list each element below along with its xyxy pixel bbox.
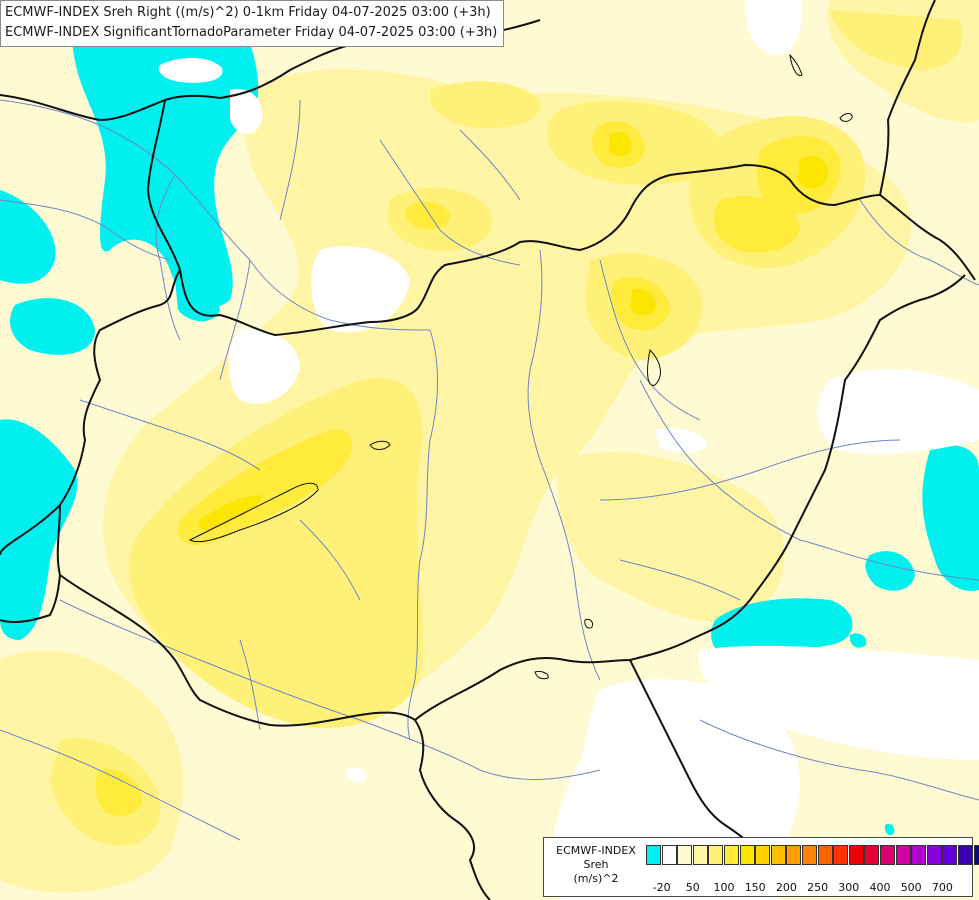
legend-tick-label: 100 (713, 881, 735, 894)
legend-swatch (677, 845, 693, 865)
title-stp: ECMWF-INDEX SignificantTornadoParameter … (5, 25, 498, 40)
legend-tick-label: 150 (744, 881, 766, 894)
legend-tick-label: -20 (652, 881, 671, 894)
legend-unit: (m/s)^2 (573, 872, 619, 885)
legend-caption: ECMWF-INDEX Sreh (m/s)^2 (548, 844, 644, 886)
legend-tick-label: 500 (900, 881, 922, 894)
color-legend: ECMWF-INDEX Sreh (m/s)^2 -20 50 100 150 200 2… (543, 837, 979, 897)
legend-swatch (661, 845, 677, 865)
legend-swatch (864, 845, 880, 865)
lakes (188, 53, 853, 680)
legend-tick-label: 400 (869, 881, 891, 894)
legend-tick-label: 700 (931, 881, 953, 894)
legend-swatch (786, 845, 802, 865)
legend-swatch (942, 845, 958, 865)
rivers (0, 99, 979, 841)
legend-tick-label: 250 (807, 881, 829, 894)
legend-swatch (958, 845, 973, 865)
legend-source: ECMWF-INDEX (556, 844, 636, 857)
legend-tick-label: 200 (775, 881, 797, 894)
legend-tick-label: 50 (685, 881, 700, 894)
legend-swatch (895, 845, 911, 865)
title-box: ECMWF-INDEX Sreh Right ((m/s)^2) 0-1km F… (0, 0, 505, 47)
legend-swatch (880, 845, 895, 865)
legend-tick-label: 300 (838, 881, 860, 894)
legend-swatch (911, 845, 927, 865)
legend-swatch (833, 845, 849, 865)
legend-swatch (724, 845, 739, 865)
title-sreh: ECMWF-INDEX Sreh Right ((m/s)^2) 0-1km F… (5, 5, 491, 20)
legend-swatch (817, 845, 833, 865)
field-gold (199, 132, 829, 530)
legend-swatch (692, 845, 708, 865)
legend-variable: Sreh (583, 858, 609, 871)
legend-swatch (802, 845, 817, 865)
legend-swatch (755, 845, 771, 865)
legend-swatch (848, 845, 864, 865)
legend-swatch (708, 845, 724, 865)
legend-swatch (926, 845, 942, 865)
legend-swatch (646, 845, 661, 865)
legend-swatch (770, 845, 786, 865)
legend-swatch (973, 845, 979, 865)
legend-swatch (739, 845, 755, 865)
